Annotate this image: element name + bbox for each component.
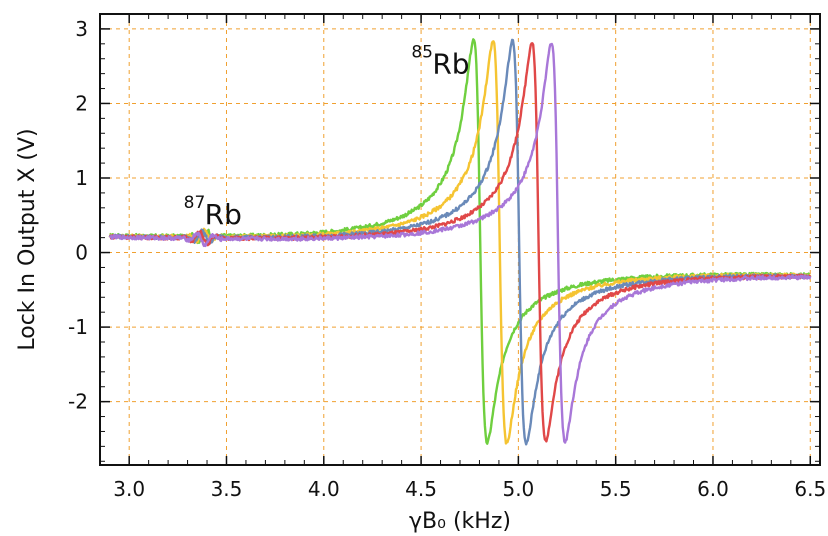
x-tick-label: 5.0: [502, 477, 534, 501]
annotation-label: Rb: [432, 48, 469, 81]
x-tick-label: 6.5: [794, 477, 826, 501]
y-tick-label: 0: [75, 241, 88, 265]
series-line: [109, 38, 812, 445]
y-tick-label: -2: [68, 390, 88, 414]
x-tick-label: 4.0: [308, 477, 340, 501]
series-line: [108, 40, 812, 445]
x-axis-label: γB₀ (kHz): [409, 509, 511, 534]
x-tick-label: 6.0: [697, 477, 729, 501]
annotation-label: Rb: [205, 198, 242, 231]
series-line: [108, 42, 812, 444]
x-tick-label: 4.5: [405, 477, 437, 501]
series-line: [108, 38, 811, 446]
axis-ticks: [100, 14, 820, 465]
annotation-superscript: 85: [411, 43, 433, 63]
x-tick-label: 3.0: [113, 477, 145, 501]
x-tick-label: 3.5: [211, 477, 243, 501]
y-tick-labels: -2 -1 0 1 2 3: [68, 17, 88, 414]
annotation-superscript: 87: [184, 193, 206, 213]
y-tick-label: 3: [75, 17, 88, 41]
x-tick-label: 5.5: [600, 477, 632, 501]
series-lines: [108, 38, 812, 446]
y-axis-label: Lock In Output X (V): [15, 128, 40, 350]
y-tick-label: 1: [75, 166, 88, 190]
y-tick-label: -1: [68, 315, 88, 339]
y-tick-label: 2: [75, 91, 88, 115]
x-tick-labels: 3.0 3.5 4.0 4.5 5.0 5.5 6.0 6.5: [113, 477, 826, 501]
